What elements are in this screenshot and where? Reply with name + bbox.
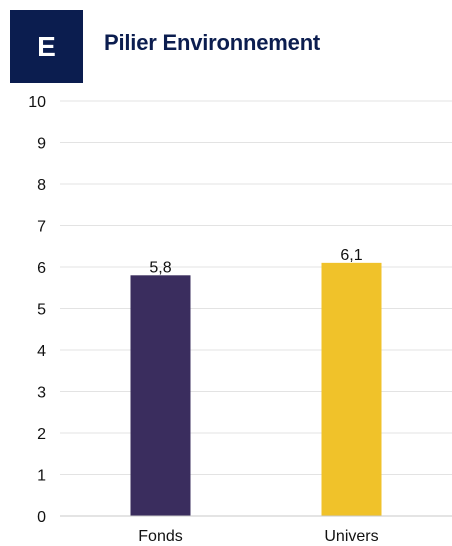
y-tick-label: 5: [37, 302, 46, 319]
data-label-fonds: 5,8: [149, 259, 171, 276]
chart-title: Pilier Environnement: [104, 30, 321, 55]
pillar-badge: E: [10, 10, 83, 83]
y-tick-label: 3: [37, 385, 46, 402]
y-tick-label: 2: [37, 426, 46, 443]
bar-fonds: [130, 275, 191, 516]
bar-data-labels: 5,8 6,1: [149, 247, 362, 276]
category-label-univers: Univers: [324, 528, 378, 545]
y-tick-label: 7: [37, 219, 46, 236]
y-tick-label: 6: [37, 260, 46, 277]
grid-lines: [60, 100, 452, 475]
y-tick-label: 0: [37, 509, 46, 526]
bar-univers: [321, 262, 382, 516]
y-axis-tick-labels: 0 1 2 3 4 5 6 7 8 9 10: [28, 94, 46, 526]
pillar-badge-letter: E: [37, 30, 56, 62]
y-tick-label: 8: [37, 177, 46, 194]
y-tick-label: 4: [37, 343, 46, 360]
category-label-fonds: Fonds: [138, 528, 182, 545]
x-axis-category-labels: Fonds Univers: [138, 528, 378, 545]
data-label-univers: 6,1: [340, 247, 362, 264]
bars: [130, 262, 382, 516]
y-tick-label: 9: [37, 136, 46, 153]
y-tick-label: 10: [28, 94, 46, 111]
y-tick-label: 1: [37, 468, 46, 485]
